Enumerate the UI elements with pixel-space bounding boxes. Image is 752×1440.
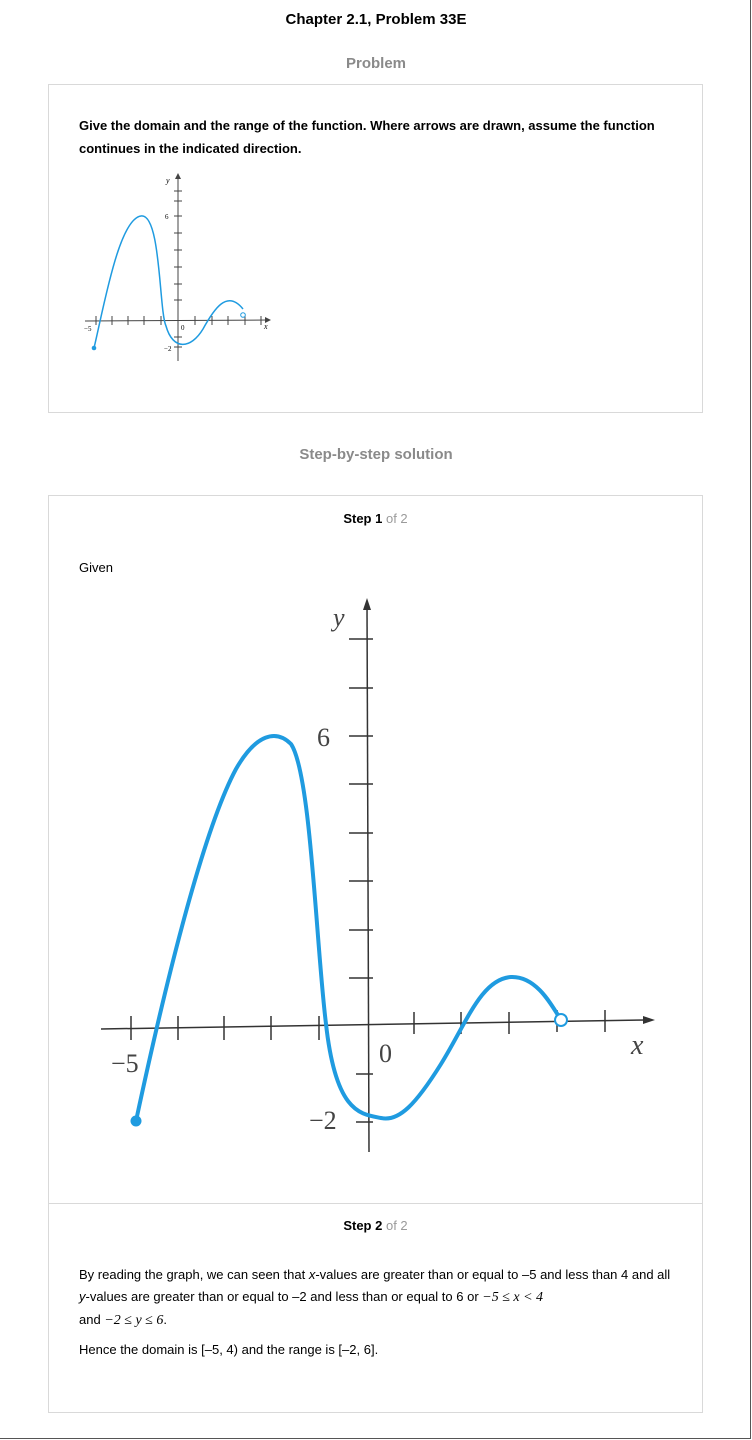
closed-endpoint <box>130 1115 142 1127</box>
tick-label-neg-two: −2 <box>309 1106 337 1135</box>
y-axis-label: y <box>165 176 170 185</box>
tick-label-neg-two: −2 <box>164 345 172 353</box>
open-endpoint <box>240 312 246 318</box>
x-axis-label: x <box>630 1030 644 1061</box>
y-axis-label: y <box>330 603 345 632</box>
y-axis-arrow <box>175 173 181 179</box>
range-inequality: −2 ≤ y ≤ 6 <box>104 1313 164 1328</box>
step-2-text-b: -values are greater than or equal to –5 … <box>315 1267 671 1282</box>
x-ticks <box>130 1010 606 1040</box>
step-2-and: and <box>79 1312 105 1327</box>
step-2-y-var: y <box>79 1289 86 1304</box>
step-1-label: Step 1 <box>343 511 383 526</box>
tick-label-six: 6 <box>317 723 330 752</box>
domain-inequality: −5 ≤ x < 4 <box>482 1290 544 1305</box>
step-2-explanation: By reading the graph, we can seen that x… <box>79 1264 679 1332</box>
step-2-total: of 2 <box>385 1218 408 1233</box>
tick-label-neg-five: −5 <box>111 1049 139 1078</box>
x-ticks <box>95 316 262 325</box>
tick-label-neg-five: −5 <box>84 325 92 333</box>
step-2-text-a: By reading the graph, we can seen that <box>79 1267 309 1282</box>
x-axis <box>84 319 270 322</box>
tick-label-zero: 0 <box>181 324 185 332</box>
function-curve <box>93 215 244 349</box>
solution-card: Step 1 of 2 Given <box>48 495 703 1413</box>
y-ticks <box>174 190 182 348</box>
problem-graph: y 6 0 −5 −2 x <box>84 173 271 361</box>
given-label: Given <box>79 560 113 575</box>
y-axis <box>366 603 370 1153</box>
open-endpoint <box>554 1013 568 1027</box>
problem-card: Give the domain and the range of the fun… <box>48 84 703 413</box>
y-ticks <box>349 638 373 1123</box>
solution-graph: y 6 0 −5 −2 x <box>100 598 655 1153</box>
step-2-text-c: -values are greater than or equal to –2 … <box>85 1289 483 1304</box>
tick-label-six: 6 <box>165 213 169 221</box>
step-1-total: of 2 <box>385 511 408 526</box>
step-divider <box>49 1203 702 1204</box>
problem-statement: Give the domain and the range of the fun… <box>79 118 655 156</box>
step-2-period: . <box>163 1312 167 1327</box>
tick-label-zero: 0 <box>379 1039 392 1068</box>
step-2-header: Step 2 of 2 <box>49 1218 702 1233</box>
x-axis-arrow <box>643 1016 655 1024</box>
function-curve <box>134 734 563 1123</box>
closed-endpoint <box>91 345 97 351</box>
x-axis-label: x <box>263 322 268 331</box>
solution-section-label: Step-by-step solution <box>299 446 453 463</box>
y-axis-arrow <box>363 598 371 610</box>
x-axis-arrow <box>265 317 271 323</box>
problem-section-label: Problem <box>345 55 406 72</box>
page-title: Chapter 2.1, Problem 33E <box>285 11 467 28</box>
step-2-x-var: x <box>308 1267 316 1282</box>
step-2-label: Step 2 <box>343 1218 383 1233</box>
step-2-conclusion: Hence the domain is [–5, 4) and the rang… <box>79 1342 379 1357</box>
step-1-header: Step 1 of 2 <box>49 511 702 526</box>
